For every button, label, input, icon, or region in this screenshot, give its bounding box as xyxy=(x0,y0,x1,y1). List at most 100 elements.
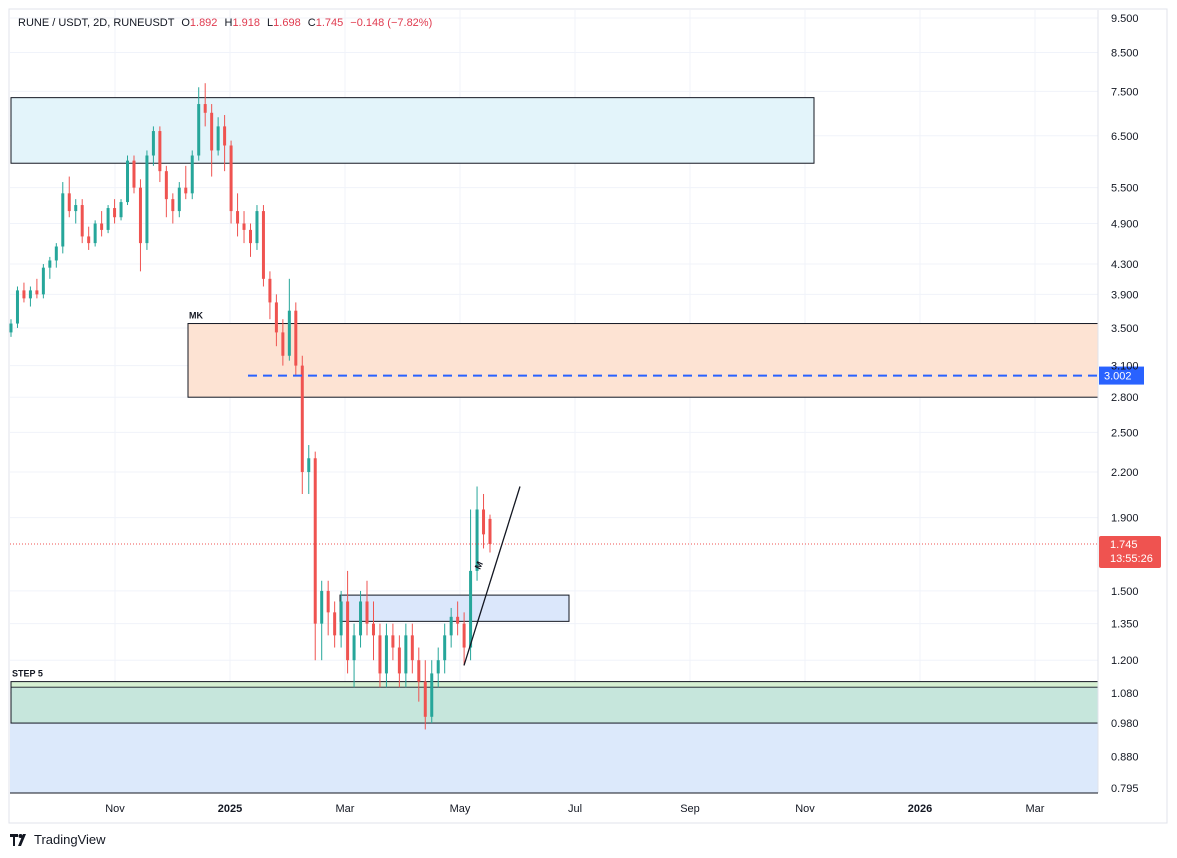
time-tick-label: Jul xyxy=(568,803,582,815)
high-label: H xyxy=(224,17,233,29)
candle-up xyxy=(48,260,52,268)
candle-up xyxy=(449,616,453,636)
price-tick-label: 9.500 xyxy=(1111,13,1139,25)
candle-up xyxy=(106,208,110,230)
candle-down xyxy=(313,458,317,624)
candle-up xyxy=(352,635,356,661)
candle-down xyxy=(113,208,117,218)
tradingview-brand[interactable]: TradingView xyxy=(10,832,106,847)
step-5-band xyxy=(11,681,1098,688)
candle-up xyxy=(216,126,220,151)
step-5-zone-fill xyxy=(11,687,1098,724)
candle-down xyxy=(397,647,401,674)
countdown-label: 13:55:26 xyxy=(1110,553,1153,565)
candle-down xyxy=(158,131,162,172)
candle-up xyxy=(339,601,343,636)
candle-down xyxy=(203,104,207,113)
price-tick-label: 8.500 xyxy=(1111,48,1139,60)
time-tick-label: 2025 xyxy=(218,803,242,815)
candle-up xyxy=(74,205,78,212)
candle-down xyxy=(67,193,71,212)
candle-down xyxy=(171,199,175,212)
time-tick-label: May xyxy=(450,803,471,815)
trend-line xyxy=(463,486,521,666)
close-label: C xyxy=(307,17,316,29)
overlays-layer: 3.002 1.745 13:55:26 M xyxy=(10,366,1161,666)
price-tick-label: 1.350 xyxy=(1111,619,1139,631)
level-price-badge xyxy=(1099,366,1144,385)
last-price-label: 1.745 xyxy=(1110,539,1138,551)
candle-up xyxy=(15,290,19,324)
candle-up xyxy=(430,673,434,717)
candle-up xyxy=(54,246,58,261)
price-tick-label: 2.200 xyxy=(1111,467,1139,479)
price-tick-label: 2.800 xyxy=(1111,392,1139,404)
symbol-title[interactable]: RUNE / USDT, 2D, RUNEUSDT xyxy=(18,17,175,29)
candle-down xyxy=(80,205,84,237)
time-tick-label: Nov xyxy=(105,803,125,815)
candle-down xyxy=(488,518,492,544)
price-tick-label: 1.500 xyxy=(1111,586,1139,598)
candle-up xyxy=(475,509,479,571)
supply-zone-top xyxy=(10,97,815,164)
candle-down xyxy=(346,601,350,661)
open-label: O xyxy=(181,17,190,29)
price-tick-label: 5.500 xyxy=(1111,183,1139,195)
candle-down xyxy=(132,160,136,188)
price-tick-label: 6.500 xyxy=(1111,131,1139,143)
level-price-label: 3.002 xyxy=(1104,371,1132,383)
candle-up xyxy=(359,601,363,636)
candle-down xyxy=(423,681,427,717)
price-tick-label: 1.200 xyxy=(1111,655,1139,667)
axes-layer: Nov 2025 Mar May Jul Sep Nov 2026 Mar 9.500 8.500 7… xyxy=(10,10,1139,815)
last-price-badge xyxy=(1099,535,1161,568)
zones-layer: MK STEP 5 xyxy=(10,97,1099,793)
price-tick-label: 1.900 xyxy=(1111,513,1139,525)
low-label: L xyxy=(267,17,274,29)
candle-down xyxy=(378,635,382,674)
price-tick-label: 3.100 xyxy=(1111,361,1139,373)
trend-line-label: M xyxy=(473,560,485,571)
candle-up xyxy=(93,223,97,244)
time-tick-label: Mar xyxy=(1026,803,1045,815)
price-tick-label: 0.880 xyxy=(1111,751,1139,763)
candle-up xyxy=(287,310,291,356)
candle-down xyxy=(417,660,421,682)
candle-down xyxy=(261,211,265,279)
candle-down xyxy=(164,171,168,200)
candle-down xyxy=(294,310,298,366)
open-value: 1.892 xyxy=(189,17,218,29)
candle-down xyxy=(184,187,188,194)
candle-up xyxy=(9,323,13,333)
candle-up xyxy=(119,202,123,218)
candle-up xyxy=(384,635,388,674)
price-tick-label: 7.500 xyxy=(1111,86,1139,98)
candle-up xyxy=(177,187,181,212)
candle-down xyxy=(300,365,304,473)
price-tick-label: 3.900 xyxy=(1111,289,1139,301)
candle-down xyxy=(229,145,233,212)
candle-down xyxy=(326,590,330,613)
candle-up xyxy=(61,193,65,247)
time-tick-label: Sep xyxy=(680,803,700,815)
candle-down xyxy=(333,612,337,636)
candle-up xyxy=(41,267,45,295)
candles-layer xyxy=(9,83,492,730)
candle-down xyxy=(138,187,142,244)
candle-down xyxy=(371,623,375,636)
price-tick-label: 4.900 xyxy=(1111,218,1139,230)
mk-zone xyxy=(187,323,1099,398)
change-value: −0.148 (−7.82%) xyxy=(350,17,433,29)
candle-down xyxy=(236,211,240,224)
symbol-header: RUNE / USDT, 2D, RUNEUSDT O1.892 H1.918 … xyxy=(18,17,432,29)
candle-up xyxy=(320,590,324,624)
candle-down xyxy=(100,223,104,230)
candle-up xyxy=(28,290,32,299)
price-tick-label: 2.500 xyxy=(1111,427,1139,439)
candle-down xyxy=(35,290,39,295)
demand-zone-small xyxy=(339,594,570,622)
candle-down xyxy=(456,616,460,624)
candle-up xyxy=(197,104,201,156)
low-value: 1.698 xyxy=(273,17,301,29)
